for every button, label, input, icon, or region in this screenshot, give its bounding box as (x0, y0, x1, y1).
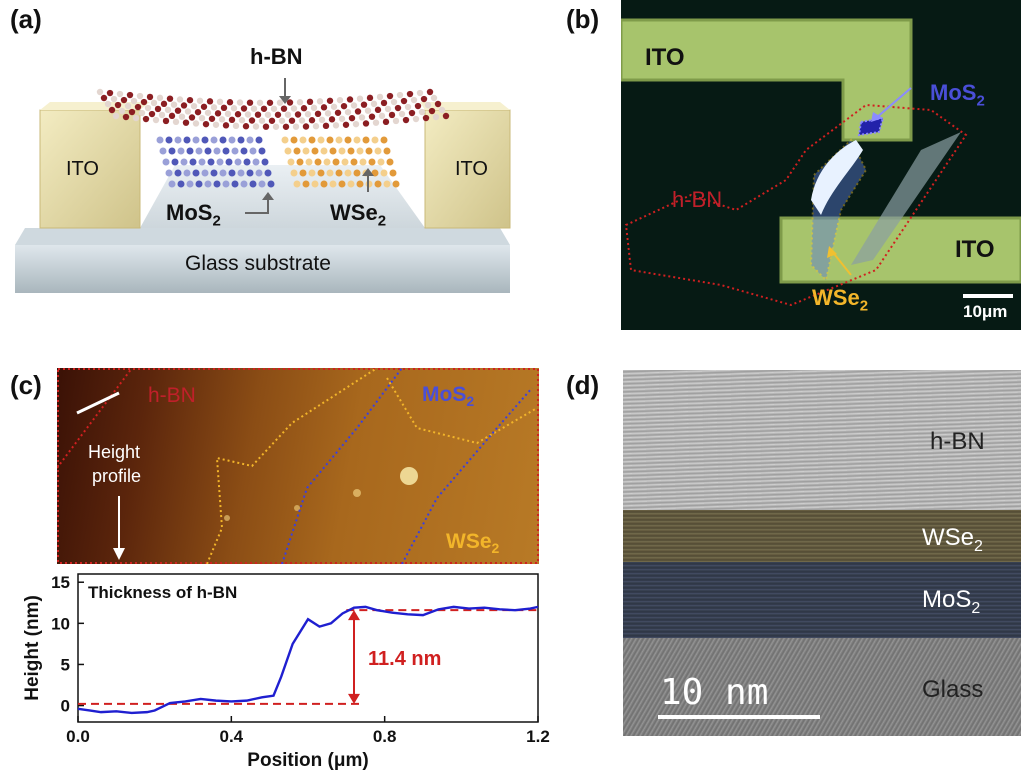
thickness-annotation: 11.4 nm (368, 648, 441, 670)
mos2-outline (857, 116, 885, 137)
afm-overlay-svg (57, 368, 539, 564)
device-schematic-svg (15, 78, 511, 293)
y-axis-label: Height (nm) (22, 595, 43, 701)
panel-a-ito-right-label: ITO (455, 158, 488, 180)
ito-bottom-electrode (779, 216, 1021, 284)
thickness-arrow-head-bottom (348, 693, 360, 704)
panel-c-mos2-label: MoS2 (422, 383, 475, 410)
y-tick-label: 15 (51, 573, 70, 592)
panel-c-letter: (c) (10, 370, 42, 400)
panel-b-scalebar-label: 10μm (963, 302, 1008, 321)
panel-d-scalebar-label: 10 nm (660, 672, 769, 713)
panel-a-ito-left-label: ITO (66, 158, 99, 180)
mos2-arrow-b (875, 87, 912, 119)
height-profile-label-1: Height (88, 442, 141, 462)
raised-base (140, 165, 425, 228)
x-tick-label: 0.0 (66, 727, 90, 746)
panel-d-tem-image (623, 370, 1021, 736)
panel-b-optical-image (621, 0, 1021, 330)
y-tick-label: 10 (51, 614, 70, 633)
panel-a-substrate-label: Glass substrate (185, 252, 331, 275)
height-profile-chart: 0.0 0.4 0.8 1.2 0 5 10 15 Position (μm) Height (n… (0, 560, 560, 771)
tem-wse2-layer (623, 510, 1021, 562)
panel-b-letter: (b) (566, 4, 600, 34)
tem-mos2-layer (623, 562, 1021, 638)
mos2-atom-layer (156, 136, 275, 188)
x-tick-label: 0.8 (373, 727, 397, 746)
panel-b-wse2-label: WSe2 (812, 285, 869, 315)
height-profile-label-2: profile (92, 466, 142, 486)
panel-d-hbn-label: h-BN (930, 428, 985, 455)
x-tick-label: 0.4 (220, 727, 244, 746)
panel-d-wse2-label: WSe2 (922, 524, 983, 555)
panel-a-device-illustration (0, 0, 520, 350)
glass-substrate-block (15, 245, 510, 293)
y-tick-label: 0 (61, 697, 70, 716)
x-axis-label: Position (μm) (247, 750, 368, 771)
hbn-atom-layer (96, 88, 450, 130)
y-tick-label: 5 (61, 655, 70, 674)
height-profile-line (77, 605, 539, 715)
mos2-arrow (245, 196, 269, 214)
panel-d-mos2-label: MoS2 (922, 586, 981, 617)
panel-a-wse2-label: WSe2 (330, 200, 387, 230)
optical-micrograph-svg (621, 18, 1021, 307)
gray-flake (851, 132, 961, 265)
panel-d-glass-label: Glass (922, 676, 984, 703)
x-tick-label: 1.2 (526, 727, 550, 746)
glass-top-face (15, 228, 510, 245)
panel-a-hbn-label: h-BN (250, 44, 303, 69)
panel-c-afm-image (57, 368, 539, 564)
panel-c-hbn-label: h-BN (148, 384, 196, 407)
panel-b-ito-bottom-label: ITO (955, 236, 995, 263)
chart-frame (77, 573, 539, 723)
panel-c-wse2-label: WSe2 (446, 530, 500, 557)
panel-d-letter: (d) (566, 370, 600, 400)
mos2-flake-bright (811, 140, 863, 215)
panel-b-mos2-label: MoS2 (930, 80, 985, 110)
tem-glass-layer (623, 638, 1021, 736)
ito-top-electrode (621, 18, 913, 142)
panel-b-hbn-label: h-BN (672, 187, 723, 212)
chart-title: Thickness of h-BN (88, 583, 237, 602)
panel-a-mos2-label: MoS2 (166, 200, 221, 230)
tem-hbn-layer (623, 370, 1021, 510)
panel-b-ito-top-label: ITO (645, 44, 685, 71)
panel-a-letter: (a) (10, 4, 42, 34)
thickness-arrow-head-top (348, 610, 360, 621)
height-profile-chart-svg: 0.0 0.4 0.8 1.2 0 5 10 15 Position (μm) Height (n… (22, 573, 550, 771)
tem-scalebar-line (658, 715, 820, 719)
